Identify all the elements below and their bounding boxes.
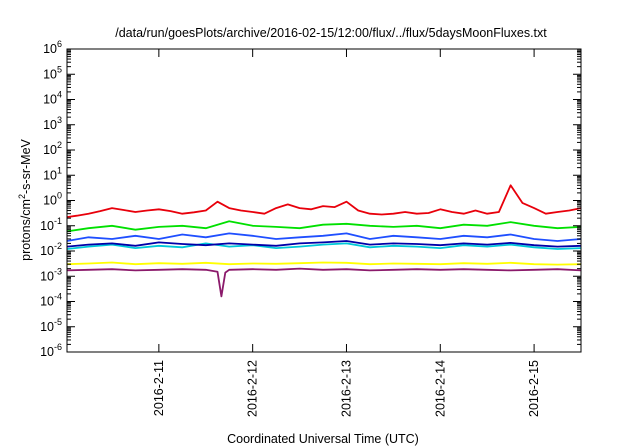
series-line-1 bbox=[66, 184, 582, 218]
series-line-7 bbox=[66, 267, 582, 298]
y-axis-label: protons/cm2-s-sr-MeV bbox=[17, 138, 33, 260]
y-tick-label: 100 bbox=[43, 191, 62, 208]
axes-layer: 10-6 10-5 10-4 10-3 10-2 10-1 100 101 102 103 104 1… bbox=[40, 39, 582, 417]
y-tick-label: 106 bbox=[43, 39, 62, 56]
y-tick-label: 10-3 bbox=[40, 266, 62, 283]
x-tick-label: 2016-2-12 bbox=[246, 360, 260, 417]
y-axis-label-sup: 2 bbox=[17, 194, 27, 199]
series-line-4 bbox=[66, 242, 582, 250]
series-line-2 bbox=[66, 220, 582, 233]
y-tick-label: 10-4 bbox=[40, 292, 62, 309]
y-tick-label: 102 bbox=[43, 140, 62, 157]
x-tick-label: 2016-2-11 bbox=[152, 360, 166, 416]
x-tick-label: 2016-2-15 bbox=[527, 360, 541, 417]
x-axis-label: Coordinated Universal Time (UTC) bbox=[227, 432, 419, 446]
y-tick-label: 10-2 bbox=[40, 241, 62, 258]
series-line-3 bbox=[66, 232, 582, 242]
y-tick-label: 103 bbox=[43, 115, 62, 132]
y-tick-label: 10-1 bbox=[40, 216, 62, 233]
series-line-5 bbox=[66, 240, 582, 248]
chart-title: /data/run/goesPlots/archive/2016-02-15/1… bbox=[115, 26, 547, 40]
x-tick-label: 2016-2-13 bbox=[340, 360, 354, 417]
series-line-6 bbox=[66, 261, 582, 266]
y-tick-label: 10-5 bbox=[40, 317, 62, 334]
y-tick-label: 104 bbox=[43, 90, 62, 107]
y-tick-label: 105 bbox=[43, 64, 62, 81]
series-layer bbox=[66, 184, 582, 298]
y-axis-label-rest: -s-sr-MeV bbox=[19, 138, 33, 194]
x-tick-label: 2016-2-14 bbox=[433, 360, 447, 417]
y-tick-label: 10-6 bbox=[40, 342, 62, 359]
y-axis-label-text: protons/cm bbox=[19, 199, 33, 261]
y-tick-label: 101 bbox=[43, 165, 62, 182]
